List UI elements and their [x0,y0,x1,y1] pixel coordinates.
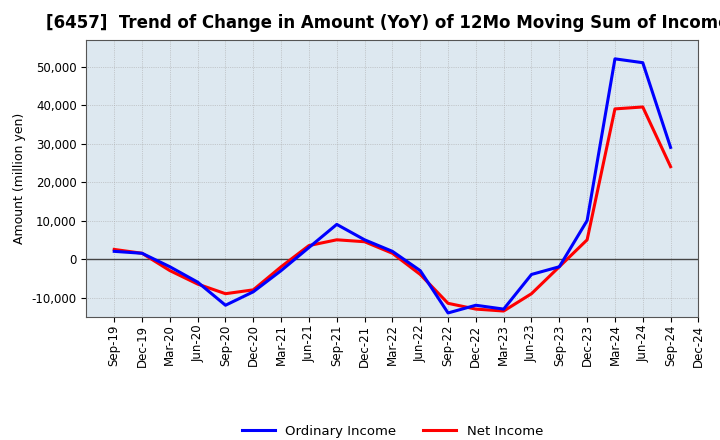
Ordinary Income [249,289,258,294]
Net Income [276,264,285,269]
Net Income [416,272,425,277]
Ordinary Income [416,268,425,273]
Title: [6457]  Trend of Change in Amount (YoY) of 12Mo Moving Sum of Incomes: [6457] Trend of Change in Amount (YoY) o… [45,15,720,33]
Net Income [305,243,313,248]
Net Income [666,164,675,169]
Net Income [166,268,174,273]
Ordinary Income [333,222,341,227]
Net Income [249,287,258,293]
Ordinary Income [582,218,591,223]
Net Income [444,301,452,306]
Net Income [555,264,564,269]
Ordinary Income [388,249,397,254]
Net Income [360,239,369,244]
Net Income [527,291,536,297]
Ordinary Income [472,303,480,308]
Net Income [582,237,591,242]
Ordinary Income [221,303,230,308]
Net Income [138,251,146,256]
Ordinary Income [666,145,675,150]
Legend: Ordinary Income, Net Income: Ordinary Income, Net Income [237,420,548,440]
Ordinary Income [555,264,564,269]
Ordinary Income [138,251,146,256]
Net Income [472,306,480,312]
Line: Ordinary Income: Ordinary Income [114,59,670,313]
Ordinary Income [500,306,508,312]
Ordinary Income [166,264,174,269]
Y-axis label: Amount (million yen): Amount (million yen) [13,113,26,244]
Ordinary Income [527,272,536,277]
Net Income [388,251,397,256]
Net Income [110,247,119,252]
Ordinary Income [194,279,202,285]
Ordinary Income [276,268,285,273]
Line: Net Income: Net Income [114,107,670,311]
Ordinary Income [611,56,619,62]
Ordinary Income [444,310,452,315]
Net Income [639,104,647,110]
Net Income [221,291,230,297]
Ordinary Income [639,60,647,65]
Ordinary Income [305,245,313,250]
Net Income [333,237,341,242]
Net Income [611,106,619,111]
Net Income [194,282,202,287]
Net Income [500,308,508,314]
Ordinary Income [110,249,119,254]
Ordinary Income [360,237,369,242]
